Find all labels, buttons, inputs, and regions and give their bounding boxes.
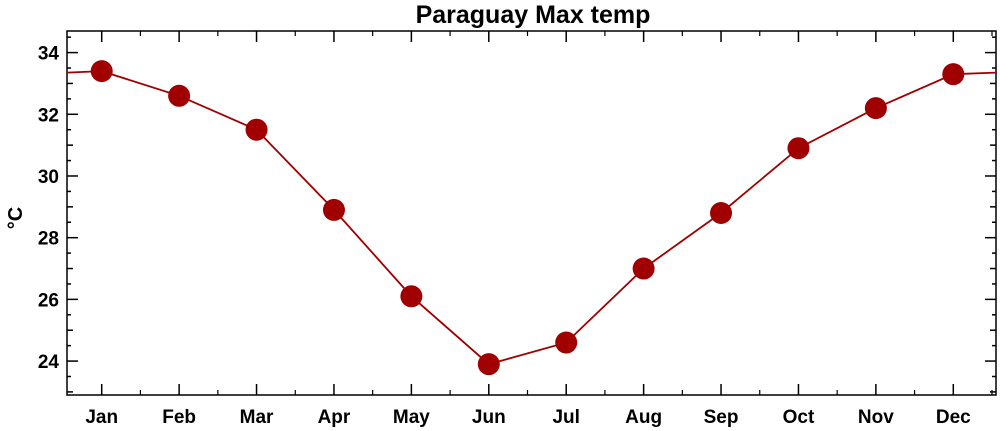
x-tick-label: Dec [936,407,971,428]
y-tick-label: 24 [38,352,60,373]
x-tick-label: Jul [552,407,579,428]
y-axis-label: °C [5,207,27,229]
data-point-nov [864,97,887,120]
data-point-jun [477,353,500,376]
x-tick-label: Mar [240,407,274,428]
data-point-dec [942,63,965,86]
data-point-sep [710,202,733,224]
data-point-jul [555,331,578,354]
data-point-oct [787,137,810,160]
series-group [66,60,997,376]
data-point-apr [322,198,345,221]
x-tick-label: Nov [858,407,894,428]
axis-ticks [67,31,996,395]
data-point-feb [168,84,191,107]
y-tick-label: 32 [38,105,59,126]
x-tick-label: May [393,407,430,428]
x-tick-label: Oct [783,407,815,428]
y-tick-label: 26 [38,290,59,311]
series-line [66,70,997,366]
y-tick-label: 28 [38,229,59,250]
data-point-aug [632,257,655,280]
x-tick-label: Aug [625,407,662,428]
x-tick-label: Apr [318,407,351,428]
x-tick-label: Sep [704,407,739,428]
x-tick-label: Jan [85,407,118,428]
y-tick-label: 30 [38,167,59,188]
chart-title: Paraguay Max temp [416,1,651,29]
x-tick-label: Feb [162,407,196,428]
x-tick-label: Jun [472,407,506,428]
plot-frame [66,30,997,396]
x-tick-labels: Jan Feb Mar Apr May Jun Jul Aug Sep Oct Nov Dec [85,407,971,428]
y-tick-label: 34 [38,44,60,65]
data-point-jan [90,60,113,83]
data-point-may [400,285,423,308]
y-tick-labels: 24 26 28 30 32 34 [38,44,60,373]
data-point-mar [245,118,268,141]
